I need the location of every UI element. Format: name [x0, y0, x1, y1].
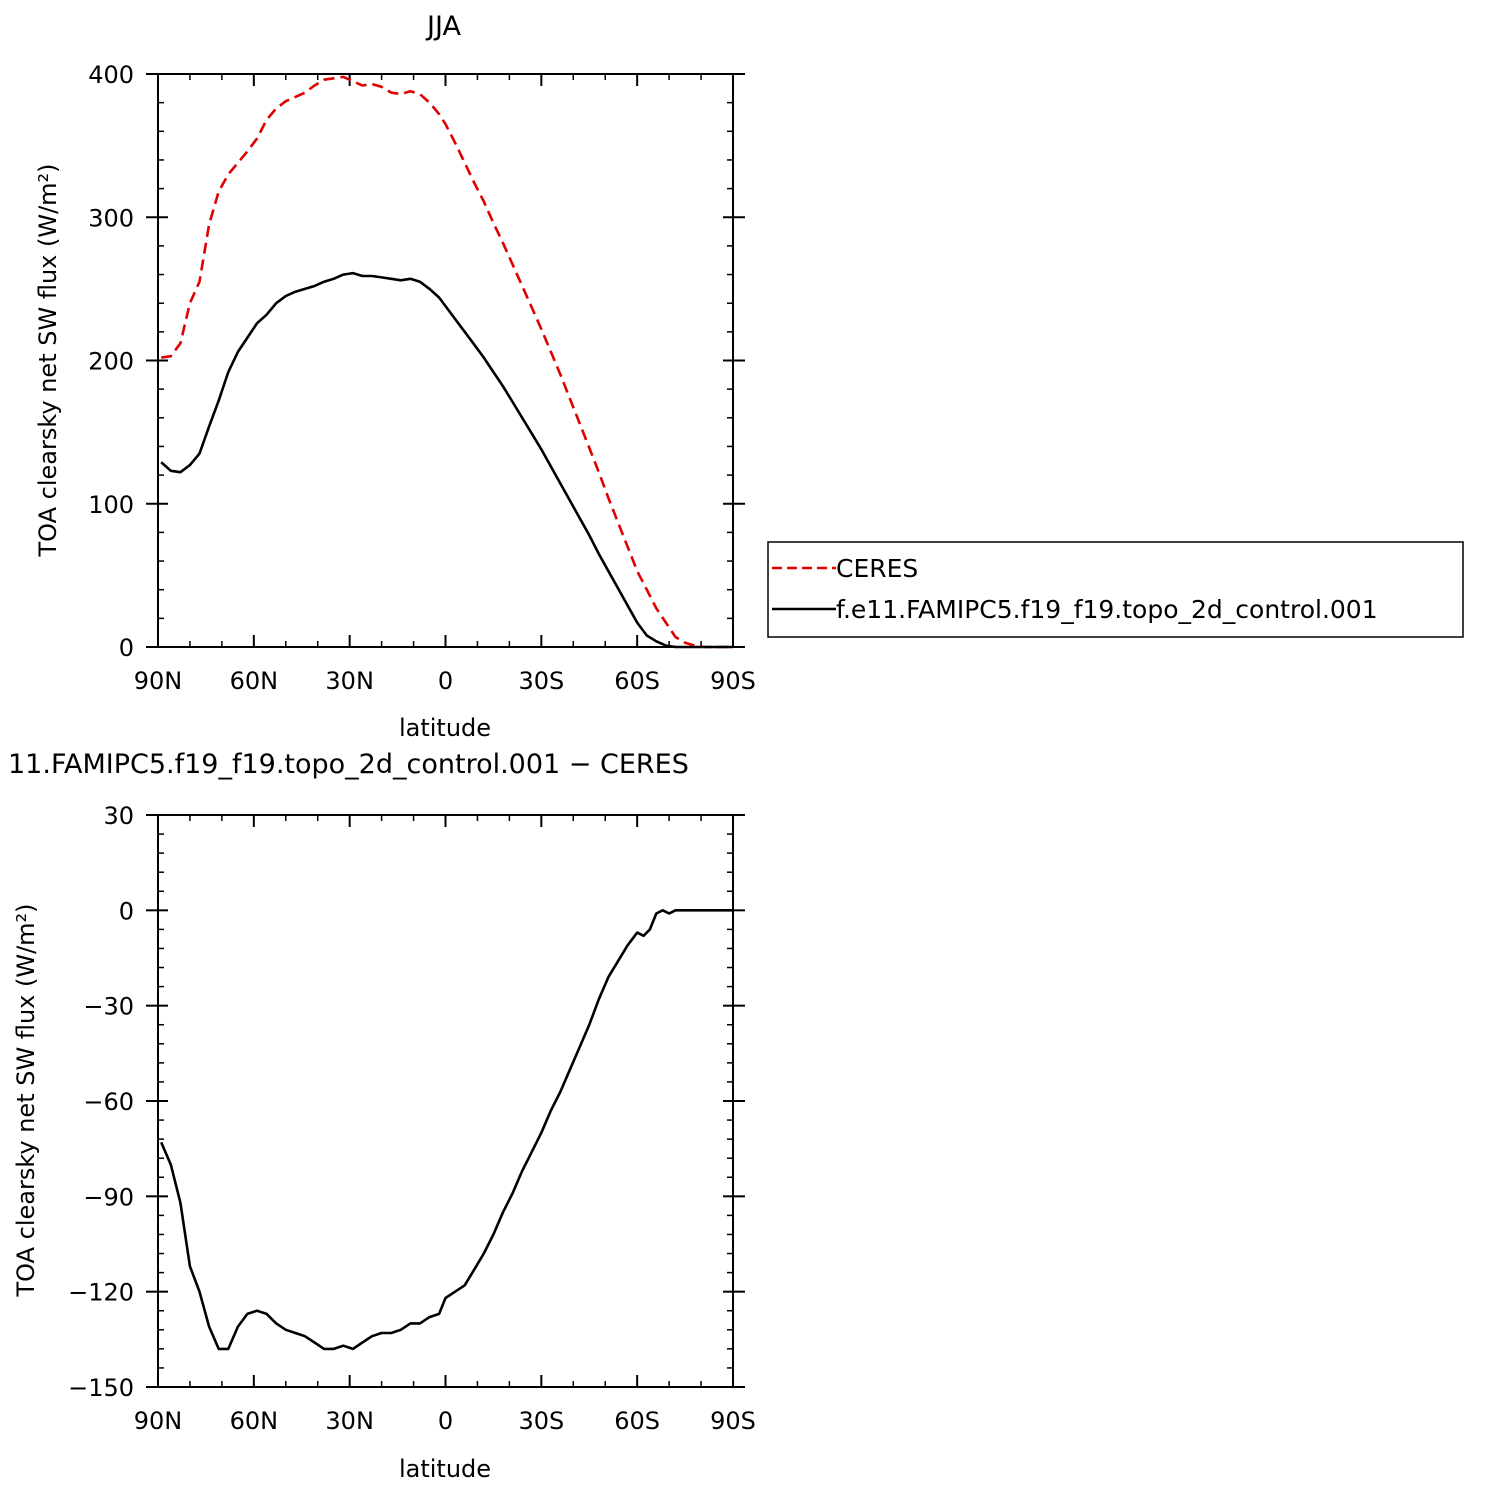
bottom-plot-frame [157, 814, 734, 1388]
legend-box [767, 541, 1464, 638]
top-y-axis-label: TOA clearsky net SW flux (W/m²) [34, 163, 62, 557]
y-tick-label: −30 [83, 993, 134, 1021]
bottom-panel: 11.FAMIPC5.f19_f19.topo_2d_control.001 −… [8, 749, 756, 1483]
y-tick-label: −60 [83, 1088, 134, 1116]
y-tick-label: 400 [88, 61, 134, 89]
bottom-panel-ticks: 90N 60N 30N 0 30S 60S 90S −150 −120 −90 −60 −30 0 30 [68, 802, 756, 1435]
bottom-panel-series [160, 908, 733, 1351]
top-plot-frame [157, 73, 734, 648]
top-panel-ticks: 90N 60N 30N 0 30S 60S 90S 0 100 200 300 400 [88, 61, 756, 695]
y-tick-label: 0 [119, 897, 134, 925]
legend: CERES f.e11.FAMIPC5.f19_f19.topo_2d_cont… [767, 541, 1464, 638]
x-tick-label: 30S [518, 667, 564, 695]
top-x-axis-label: latitude [399, 714, 491, 742]
x-tick-label: 60S [614, 1407, 660, 1435]
y-tick-label: −120 [68, 1279, 134, 1307]
bottom-y-axis-label: TOA clearsky net SW flux (W/m²) [12, 903, 40, 1297]
y-tick-label: 200 [88, 348, 134, 376]
x-tick-label: 90S [710, 667, 756, 695]
x-tick-label: 90S [710, 1407, 756, 1435]
legend-label-model: f.e11.FAMIPC5.f19_f19.topo_2d_control.00… [836, 595, 1378, 624]
y-tick-label: 100 [88, 491, 134, 519]
series-line-0-1 [160, 271, 733, 649]
x-tick-label: 30N [325, 667, 374, 695]
x-tick-label: 30N [325, 1407, 374, 1435]
top-panel: JJA 90N 60N 30N 0 30S 60S 90S 0 100 200 300 400 lat… [34, 11, 756, 742]
chart-title-bottom: 11.FAMIPC5.f19_f19.topo_2d_control.001 −… [8, 749, 689, 780]
x-tick-label: 90N [134, 1407, 183, 1435]
y-tick-label: 300 [88, 204, 134, 232]
legend-label-ceres: CERES [836, 554, 918, 583]
y-tick-label: −90 [83, 1183, 134, 1211]
x-tick-label: 60N [230, 1407, 279, 1435]
x-tick-label: 60S [614, 667, 660, 695]
y-tick-label: 30 [103, 802, 134, 830]
x-tick-label: 90N [134, 667, 183, 695]
bottom-x-axis-label: latitude [399, 1455, 491, 1483]
y-tick-label: −150 [68, 1374, 134, 1402]
x-tick-label: 30S [518, 1407, 564, 1435]
top-panel-series [160, 75, 733, 649]
x-tick-label: 60N [230, 667, 279, 695]
series-line-1-0 [160, 908, 733, 1351]
x-tick-label: 0 [438, 667, 453, 695]
series-line-0-0 [161, 75, 733, 649]
y-tick-label: 0 [119, 634, 134, 662]
chart-title-top: JJA [425, 11, 461, 42]
x-tick-label: 0 [438, 1407, 453, 1435]
